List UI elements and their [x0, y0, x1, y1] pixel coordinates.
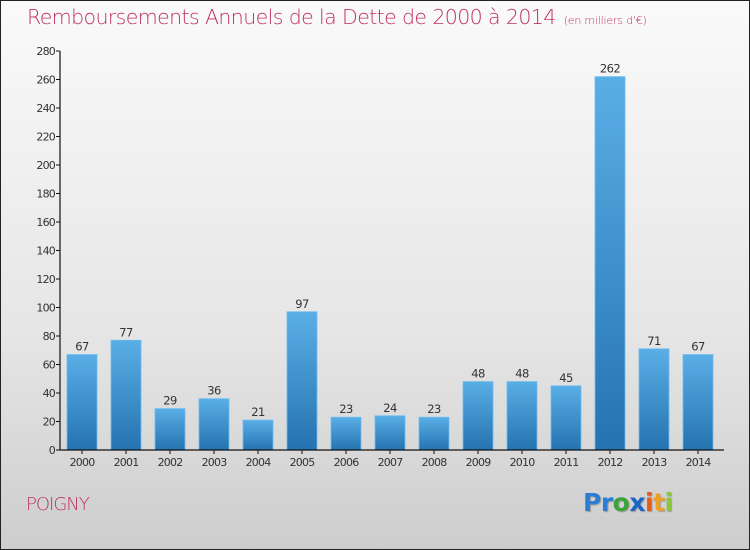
bar [110, 339, 142, 451]
bars-group: 67 77 29 36 21 97 23 24 23 48 48 45 262 71 67 [66, 62, 714, 451]
bar-value-label: 24 [383, 401, 397, 415]
y-tick-label: 160 [36, 216, 55, 229]
y-tick-label: 20 [43, 416, 56, 429]
bar-value-label: 29 [163, 394, 177, 408]
y-tick-label: 0 [49, 444, 56, 457]
chart-title: Remboursements Annuels de la Dette de 20… [27, 5, 647, 29]
chart-subtitle: (en milliers d'€) [563, 14, 647, 27]
x-tick-label: 2014 [686, 456, 712, 469]
bar [374, 415, 406, 451]
bar [682, 354, 714, 451]
x-tick-label: 2008 [422, 456, 448, 469]
y-tick-label: 100 [36, 302, 55, 315]
logo-letter: x [629, 488, 645, 517]
bar-value-label: 36 [207, 384, 221, 398]
bar [286, 311, 318, 451]
logo-letter: i [645, 488, 654, 517]
logo-letter: o [612, 488, 630, 517]
bar-value-label: 71 [647, 334, 661, 348]
bar [198, 398, 230, 451]
axes-group: 0 20 40 60 80 100 120 140 160 180 200 220 240 260 280 2… [36, 45, 724, 469]
x-tick-label: 2011 [554, 456, 579, 469]
bar-value-label: 23 [427, 402, 441, 416]
y-tick-label: 80 [43, 330, 56, 343]
bar-value-label: 48 [515, 367, 529, 381]
x-tick-label: 2010 [510, 456, 536, 469]
x-tick-label: 2012 [598, 456, 623, 469]
y-tick-label: 180 [36, 188, 55, 201]
x-tick-label: 2003 [202, 456, 228, 469]
bar-value-label: 21 [251, 405, 265, 419]
bar [506, 381, 538, 451]
y-tick-label: 260 [36, 74, 55, 87]
bar [550, 385, 582, 451]
bar-value-label: 23 [339, 402, 353, 416]
y-tick-label: 60 [43, 359, 56, 372]
y-tick-label: 220 [36, 131, 55, 144]
y-tick-label: 240 [36, 102, 55, 115]
bar-value-label: 67 [75, 340, 89, 354]
x-tick-label: 2004 [246, 456, 272, 469]
bar-value-label: 67 [691, 340, 705, 354]
bar [462, 381, 494, 451]
bar [418, 416, 450, 451]
bar-value-label: 45 [559, 371, 573, 385]
bar [242, 419, 274, 451]
bar [638, 348, 670, 451]
y-tick-label: 40 [43, 387, 56, 400]
x-tick-label: 2002 [158, 456, 183, 469]
x-tick-label: 2001 [114, 456, 139, 469]
proxiti-logo[interactable]: Proxiti [583, 488, 673, 517]
bar [66, 354, 98, 451]
chart-title-text: Remboursements Annuels de la Dette de 20… [27, 5, 556, 29]
x-tick-label: 2006 [334, 456, 360, 469]
logo-letter: r [600, 488, 613, 517]
bar [594, 76, 626, 451]
x-tick-label: 2000 [70, 456, 96, 469]
x-tick-label: 2013 [642, 456, 668, 469]
y-tick-label: 280 [36, 45, 55, 58]
logo-letter: P [583, 488, 601, 517]
x-tick-label: 2009 [466, 456, 492, 469]
bar [154, 408, 186, 451]
city-name: POIGNY [26, 494, 90, 515]
y-tick-label: 120 [36, 273, 55, 286]
bar-value-label: 48 [471, 367, 485, 381]
logo-letter: t [653, 488, 665, 517]
x-tick-label: 2005 [290, 456, 316, 469]
logo-letter: i [664, 488, 674, 517]
y-tick-label: 200 [36, 159, 55, 172]
bar-value-label: 77 [119, 325, 133, 339]
x-tick-label: 2007 [378, 456, 404, 469]
bar-value-label: 97 [295, 297, 309, 311]
bar [330, 416, 362, 451]
y-tick-label: 140 [36, 245, 55, 258]
bar-value-label: 262 [600, 62, 620, 76]
